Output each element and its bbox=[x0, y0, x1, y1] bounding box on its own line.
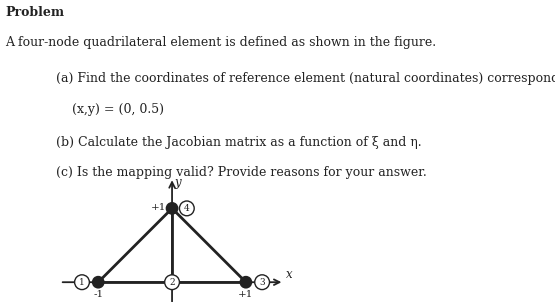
Text: +1: +1 bbox=[238, 290, 254, 299]
Text: Problem: Problem bbox=[6, 6, 65, 19]
Text: A four-node quadrilateral element is defined as shown in the figure.: A four-node quadrilateral element is def… bbox=[6, 36, 437, 49]
Text: 2: 2 bbox=[169, 278, 175, 287]
Text: -1: -1 bbox=[93, 290, 103, 299]
Circle shape bbox=[166, 203, 178, 214]
Text: +1: +1 bbox=[151, 203, 166, 212]
Circle shape bbox=[240, 277, 251, 288]
Text: (c) Is the mapping valid? Provide reasons for your answer.: (c) Is the mapping valid? Provide reason… bbox=[56, 166, 426, 179]
Text: 3: 3 bbox=[259, 278, 265, 287]
Text: (x,y) = (0, 0.5): (x,y) = (0, 0.5) bbox=[56, 103, 164, 116]
Circle shape bbox=[179, 201, 194, 216]
Text: 1: 1 bbox=[79, 278, 85, 287]
Text: 4: 4 bbox=[184, 204, 190, 213]
Text: (a) Find the coordinates of reference element (natural coordinates) correspondin: (a) Find the coordinates of reference el… bbox=[56, 72, 555, 85]
Text: y: y bbox=[174, 176, 181, 189]
Circle shape bbox=[74, 275, 89, 290]
Circle shape bbox=[166, 277, 178, 288]
Text: (b) Calculate the Jacobian matrix as a function of ξ and η.: (b) Calculate the Jacobian matrix as a f… bbox=[56, 136, 421, 149]
Circle shape bbox=[255, 275, 270, 290]
Circle shape bbox=[93, 277, 104, 288]
Text: x: x bbox=[286, 268, 292, 281]
Circle shape bbox=[165, 275, 179, 290]
